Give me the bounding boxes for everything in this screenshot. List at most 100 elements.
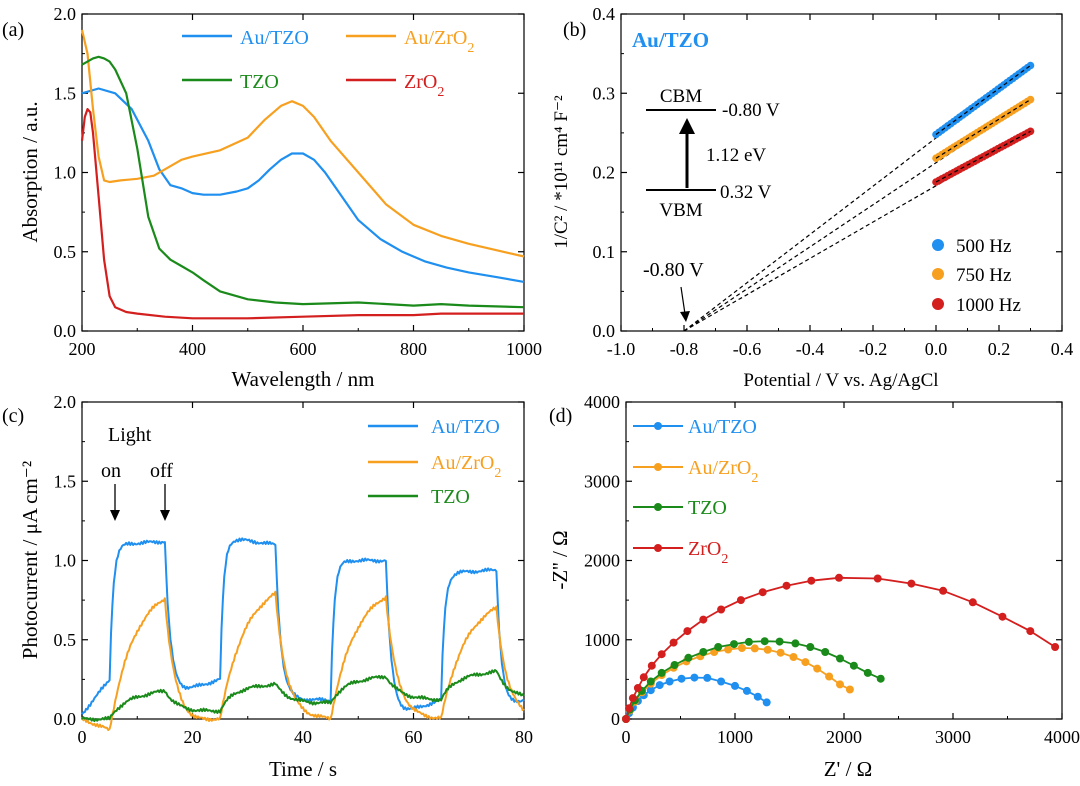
point-tzo [646,677,655,686]
panel-a-label: (a) [2,19,24,41]
cbm-label: CBM [660,86,702,107]
y-tick-label: 0.4 [593,4,616,24]
point-au-tzo [665,677,674,686]
intercept-arrow [680,286,686,315]
point-zro2 [835,573,843,582]
point-zro2 [683,627,692,636]
x-tick-label: 4000 [1044,727,1080,747]
y-tick-label: 0.5 [54,242,77,262]
y-tick-label: 2000 [584,551,620,571]
vbm-value: 0.32 V [720,182,772,203]
point-au-zro2 [825,672,834,681]
fit-overlay-1000-hz [935,130,1031,183]
legend-text-zro2: ZrO2 [688,538,728,567]
x-tick-label: 0 [622,727,631,747]
legend-text-au-tzo: Au/TZO [240,27,309,49]
fit-line-500-hz [683,65,1031,332]
panel-d: (d) 0 1000 2000 3000 4000 0 1000 2000 3000 4000 A… [548,392,1080,781]
point-zro2 [628,694,637,703]
series-line-zro2 [625,576,1056,720]
y-tick-label: 0.0 [54,709,77,729]
on-arrow-icon [110,510,120,521]
legend-marker-zro2 [654,544,662,552]
y-tick-label: 0.5 [54,630,77,650]
y-tick-label: 3000 [584,471,620,491]
legend-text-1000hz: 1000 Hz [956,295,1021,316]
point-zro2 [633,684,642,692]
point-750-hz [1026,95,1035,104]
point-tzo [863,668,872,677]
fit-overlay-500-hz [935,65,1031,135]
point-au-zro2 [813,664,822,673]
y-tick-label: 0.2 [593,163,616,183]
x-tick-label: 1000 [717,727,753,747]
x-tick-label: 0 [78,727,87,747]
panel-c-label: (c) [2,405,24,427]
point-au-zro2 [763,645,772,654]
panel-c-ylabel: Photocurrent / μA cm⁻² [18,461,42,659]
legend-text-zro2: ZrO2 [404,71,444,100]
x-tick-label: 800 [400,339,427,359]
series-line-zro2 [80,108,524,320]
legend-marker-au-zro2 [654,463,662,471]
panel-b-legend: 500 Hz 750 Hz 1000 Hz [932,236,1021,316]
intercept-label: -0.80 V [643,259,704,281]
y-tick-label: 0.0 [593,321,616,341]
series-line-au-tzo [81,537,525,715]
point-tzo [849,661,858,670]
panel-a-xlabel: Wavelength / nm [232,367,375,391]
point-tzo [699,648,708,656]
point-zro2 [625,704,633,713]
y-tick-label: 1000 [584,630,620,650]
cbm-value: -0.80 V [722,100,780,121]
legend-marker-750hz [932,268,944,280]
point-au-tzo [762,698,771,707]
point-au-zro2 [845,685,854,694]
x-tick-label: -1.0 [607,339,636,359]
panel-b-ylabel: 1/C² / *10¹¹ cm⁴ F⁻² [551,95,572,249]
panel-b-label: (b) [563,19,586,41]
panel-d-label: (d) [549,405,572,427]
legend-marker-au-tzo [654,422,662,430]
point-zro2 [873,574,882,583]
panel-d-xlabel: Z' / Ω [824,757,873,781]
point-tzo [744,637,753,646]
x-tick-label: 2000 [826,727,862,747]
x-tick-label: 1000 [506,339,542,359]
point-zro2 [1051,643,1060,651]
point-zro2 [717,605,726,614]
point-zro2 [907,579,916,588]
legend-text-500hz: 500 Hz [956,236,1011,257]
panel-a-frame [81,13,525,332]
point-tzo [657,668,666,677]
legend-marker-500hz [932,239,944,251]
point-zro2 [699,615,708,624]
point-au-tzo [703,673,712,682]
panel-c: (c) 0 20 40 60 80 0.0 0.5 1.0 1.5 2.0 Light on of… [2,392,533,781]
x-tick-label: -0.4 [796,339,825,359]
point-zro2 [998,612,1007,621]
panel-b-title: Au/TZO [632,28,709,52]
x-tick-label: -0.6 [733,339,762,359]
x-tick-label: 600 [290,339,317,359]
x-tick-label: 3000 [935,727,971,747]
point-tzo [730,640,738,649]
off-arrow-icon [160,510,170,521]
point-au-tzo [646,686,655,695]
x-tick-label: -0.8 [670,339,699,359]
x-tick-label: 80 [515,727,533,747]
x-tick-label: 0.2 [988,339,1011,359]
x-tick-label: -0.2 [859,339,888,359]
x-tick-label: 40 [294,727,312,747]
point-tzo [791,639,800,648]
y-tick-label: 1.0 [54,163,77,183]
x-tick-label: 60 [405,727,423,747]
legend-text-au-zro2: Au/ZrO2 [431,452,501,481]
y-tick-label: 0.1 [593,242,616,262]
legend-text-au-tzo: Au/TZO [688,416,757,438]
point-tzo [876,674,885,683]
fit-line-1000-hz [683,130,1031,332]
light-label: Light [108,424,152,446]
gap-value: 1.12 eV [706,145,766,166]
